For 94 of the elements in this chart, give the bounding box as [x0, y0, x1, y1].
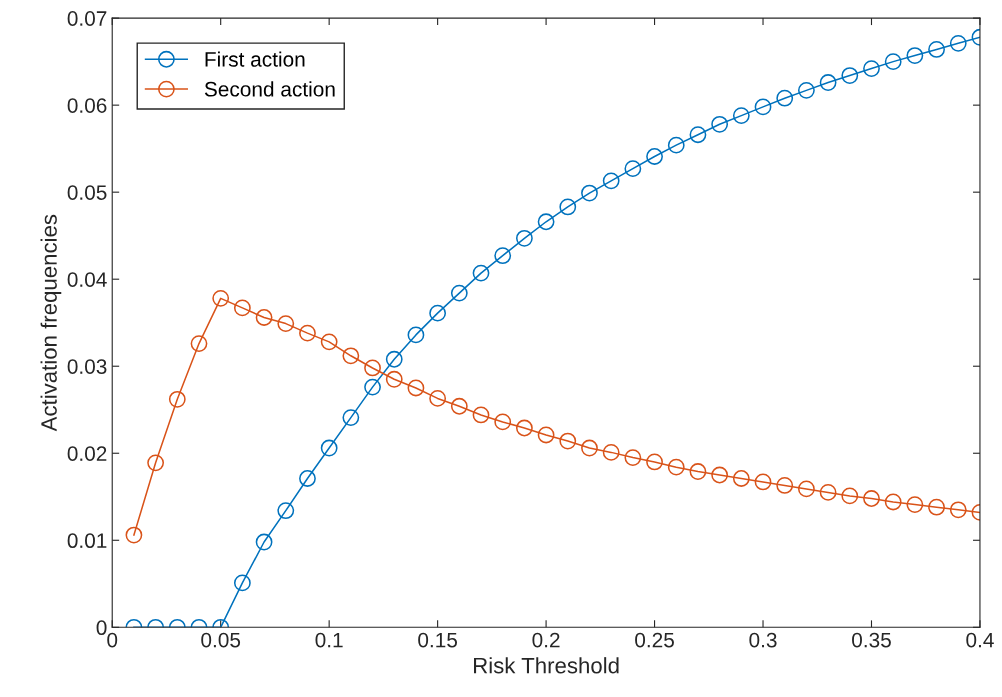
point	[450, 397, 468, 415]
point	[233, 574, 251, 592]
x-tick-label: 0.25	[635, 632, 674, 648]
point	[646, 148, 663, 165]
point	[602, 172, 620, 190]
x-tick-label: 0.3	[749, 632, 777, 648]
x-tick-label: 0.1	[315, 632, 343, 648]
point	[776, 477, 794, 494]
point	[884, 493, 902, 511]
legend-label: First action	[205, 51, 305, 67]
x-axis-title: Risk Threshold	[474, 657, 619, 674]
point	[949, 501, 967, 519]
y-tick-label: 0.02	[67, 446, 107, 461]
point	[754, 473, 772, 491]
y-tick-label: 0.03	[67, 359, 107, 374]
x-tick-label: 0.15	[418, 632, 458, 648]
y-tick-label: 0	[96, 620, 107, 636]
point	[928, 41, 945, 58]
x-tick-label: 0.4	[966, 632, 994, 648]
point	[299, 470, 316, 487]
point	[537, 213, 555, 231]
legend-label: Second action	[204, 81, 335, 97]
x-tick-label: 0.05	[201, 632, 241, 648]
point	[147, 454, 165, 472]
point	[429, 390, 447, 407]
point	[212, 289, 230, 307]
point	[342, 409, 360, 426]
point	[689, 463, 707, 480]
point	[841, 487, 859, 505]
point	[559, 432, 577, 450]
point	[385, 350, 403, 368]
point	[190, 335, 208, 353]
y-axis-title: Activation frequencies	[40, 214, 62, 432]
point	[385, 370, 403, 388]
point	[320, 333, 338, 351]
point	[798, 480, 815, 498]
point	[233, 299, 251, 317]
point	[819, 484, 837, 501]
point	[342, 347, 360, 365]
point	[407, 326, 425, 344]
point	[776, 89, 794, 107]
point	[364, 378, 381, 396]
point	[732, 470, 750, 487]
point	[255, 533, 273, 551]
point	[277, 502, 295, 520]
point	[559, 198, 577, 216]
point	[906, 496, 924, 513]
point	[667, 458, 685, 476]
point	[407, 379, 425, 397]
point	[711, 115, 729, 133]
point	[515, 229, 533, 247]
point	[299, 324, 316, 342]
point	[581, 439, 598, 457]
point	[125, 526, 143, 544]
point	[255, 309, 273, 326]
point	[863, 60, 880, 78]
point	[168, 390, 186, 408]
point	[450, 284, 468, 302]
point	[472, 406, 490, 424]
point	[819, 74, 837, 91]
point	[537, 426, 555, 444]
point	[624, 449, 642, 467]
point	[602, 443, 620, 461]
point	[646, 453, 663, 471]
point	[472, 264, 490, 282]
point	[711, 466, 729, 484]
x-tick-label: 0	[107, 632, 118, 648]
point	[841, 67, 859, 84]
point	[667, 136, 685, 154]
point	[754, 98, 772, 116]
y-tick-label: 0.01	[67, 533, 107, 549]
point	[863, 490, 880, 507]
point	[798, 81, 815, 99]
point	[429, 304, 447, 322]
point	[906, 47, 924, 64]
y-tick-label: 0.05	[67, 185, 107, 200]
point	[581, 184, 598, 202]
point	[928, 498, 945, 516]
point	[949, 34, 967, 52]
point	[320, 439, 338, 457]
y-tick-label: 0.07	[67, 11, 107, 26]
point	[689, 126, 707, 144]
point	[364, 359, 381, 377]
point	[494, 413, 512, 431]
point	[624, 160, 642, 178]
x-tick-label: 0.2	[532, 632, 560, 648]
y-tick-label: 0.06	[67, 98, 107, 113]
y-tick-label: 0.04	[67, 272, 107, 287]
point	[494, 247, 512, 265]
point	[515, 419, 533, 437]
x-tick-label: 0.35	[852, 632, 891, 648]
point	[732, 107, 750, 124]
point	[884, 53, 902, 71]
point	[277, 315, 295, 332]
